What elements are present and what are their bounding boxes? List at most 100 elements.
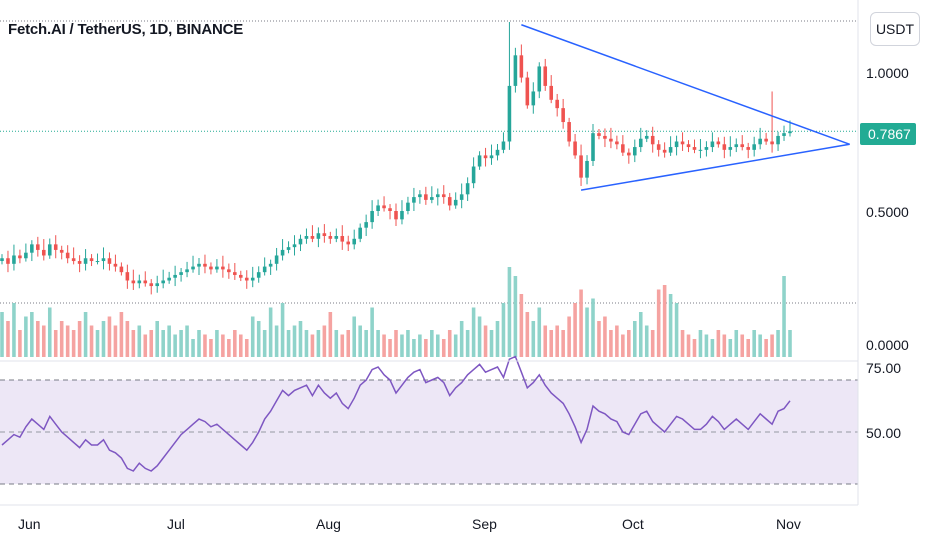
candle-body — [549, 85, 554, 100]
volume-bar — [430, 330, 434, 357]
candle-body — [221, 266, 225, 270]
candle-body — [89, 258, 94, 262]
candle-body — [740, 144, 745, 148]
volume-bar — [83, 312, 88, 357]
volume-bar — [107, 316, 112, 357]
triangle-lower-line[interactable] — [580, 143, 850, 191]
volume-bar — [764, 339, 768, 357]
candle-body — [119, 266, 124, 273]
volume-bar — [650, 330, 655, 357]
candle-body — [441, 194, 446, 198]
volume-bar — [12, 303, 16, 357]
volume-bar — [662, 285, 667, 357]
candle-body — [638, 138, 643, 148]
candle-body — [609, 138, 613, 142]
volume-bar — [131, 330, 136, 357]
volume-bar — [716, 330, 721, 357]
candle-body — [465, 183, 470, 195]
candle-body — [83, 258, 88, 264]
candle-body — [47, 244, 52, 256]
volume-bar — [668, 294, 673, 357]
volume-bar — [537, 307, 542, 357]
volume-bar — [770, 334, 774, 357]
volume-bar — [209, 339, 213, 357]
candle-body — [394, 211, 398, 220]
volume-bar — [746, 339, 751, 357]
volume-bar — [459, 321, 464, 357]
candle-body — [430, 197, 434, 200]
volume-bar — [656, 289, 661, 357]
volume-bar — [24, 316, 28, 357]
symbol-title: Fetch.AI / TetherUS, 1D, BINANCE — [8, 21, 244, 38]
volume-bar — [274, 325, 279, 357]
candle-body — [674, 141, 679, 148]
volume-bar — [680, 330, 685, 357]
volume-bar — [161, 330, 165, 357]
rsi-tick-75: 75.00 — [866, 360, 901, 376]
volume-bar — [412, 339, 416, 357]
candle-body — [358, 227, 362, 239]
volume-bar — [543, 325, 548, 357]
volume-bar — [507, 267, 512, 357]
volume-bar — [36, 321, 40, 357]
time-label-oct: Oct — [622, 516, 644, 532]
candle-body — [788, 131, 792, 134]
candle-body — [525, 77, 530, 106]
candle-body — [113, 263, 118, 267]
currency-button[interactable]: USDT — [870, 12, 920, 46]
triangle-upper-line[interactable] — [521, 24, 850, 145]
candle-body — [191, 266, 195, 270]
volume-bar — [185, 325, 189, 357]
candle-body — [352, 238, 357, 245]
grid-layer — [0, 20, 858, 304]
rsi-tick-50: 50.00 — [866, 425, 901, 441]
volume-bar — [250, 316, 255, 357]
volume-bar — [483, 325, 488, 357]
volume-bar — [30, 312, 34, 357]
candle-body — [632, 147, 637, 156]
candle-body — [6, 258, 10, 264]
volume-bar — [292, 325, 297, 357]
volume-bar — [364, 330, 368, 357]
volume-bar — [555, 325, 559, 357]
candle-body — [579, 155, 583, 178]
candle-body — [483, 155, 488, 159]
candle-body — [644, 135, 649, 139]
volume-bar — [310, 334, 315, 357]
candle-body — [143, 280, 148, 284]
volume-bar — [215, 330, 219, 357]
volume-bar — [549, 330, 554, 357]
price-tick-2: 0.5000 — [866, 204, 909, 220]
candle-body — [716, 141, 721, 145]
candle-body — [686, 144, 691, 148]
volume-bar — [155, 321, 160, 357]
volume-bar — [286, 330, 291, 357]
volume-bar — [782, 276, 786, 357]
candle-body — [197, 263, 201, 267]
time-label-jul: Jul — [167, 516, 185, 532]
candle-body — [107, 258, 112, 264]
volume-bar — [501, 303, 506, 357]
volume-bar — [627, 330, 631, 357]
candle-body — [555, 99, 559, 109]
volume-bar — [406, 330, 410, 357]
rsi-line — [1, 355, 791, 472]
candle-body — [388, 208, 392, 211]
triangle-pattern[interactable] — [521, 24, 850, 191]
candle-body — [125, 272, 130, 281]
candle-body — [627, 152, 631, 156]
candle-body — [376, 205, 380, 211]
candle-body — [447, 197, 452, 206]
volume-bar — [591, 298, 595, 357]
price-tick-3: 0.0000 — [866, 337, 909, 353]
volume-bar — [788, 330, 792, 357]
candle-body — [662, 149, 667, 153]
candle-body — [453, 199, 458, 206]
volume-bar — [453, 334, 458, 357]
volume-bar — [197, 330, 201, 357]
candle-body — [71, 258, 76, 262]
candle-body — [621, 144, 625, 153]
candle-layer — [0, 21, 792, 295]
volume-bar — [113, 325, 118, 357]
